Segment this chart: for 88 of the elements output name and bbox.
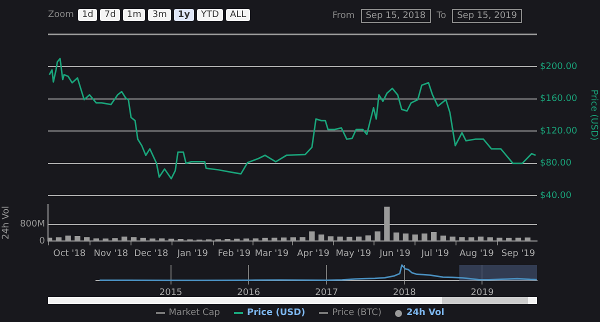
- text: To: [436, 11, 446, 21]
- x-tick-label: Nov '18: [94, 248, 128, 259]
- bar: [243, 238, 250, 242]
- bar: [224, 238, 230, 242]
- x-tick-label: 2019: [470, 288, 494, 298]
- text: From: [332, 11, 355, 21]
- bar: [84, 237, 90, 242]
- y-tick-label: 800M: [20, 220, 45, 230]
- bar: [422, 234, 428, 242]
- bar: [74, 236, 80, 242]
- bar: [450, 236, 456, 242]
- bar: [130, 237, 137, 242]
- x-tick-label: 2016: [237, 288, 260, 298]
- bar: [328, 236, 334, 242]
- bar: [412, 234, 418, 242]
- bar: [56, 237, 62, 242]
- bar: [356, 236, 362, 242]
- bar: [290, 237, 296, 242]
- bar: [93, 238, 100, 242]
- bar: [394, 232, 400, 242]
- bar: [48, 238, 52, 242]
- bar: [440, 236, 446, 242]
- x-tick-label: Sep '19: [501, 248, 536, 259]
- bar: [252, 238, 258, 242]
- bar: [300, 237, 306, 242]
- bar: [309, 231, 315, 242]
- text: 7d: [100, 9, 120, 21]
- bar: [384, 206, 390, 242]
- bar: [459, 237, 465, 242]
- y-tick-label: 0: [39, 236, 46, 247]
- bar: [515, 238, 522, 242]
- text: 1m: [122, 9, 146, 21]
- bar: [346, 236, 352, 242]
- x-tick-label: 2017: [315, 288, 338, 298]
- legend-label: 24h Vol: [405, 308, 444, 318]
- bar: [272, 238, 278, 242]
- bar: [178, 238, 184, 242]
- text: Market Cap: [168, 308, 220, 318]
- bar: [468, 237, 474, 242]
- y-tick-label: $80.00: [540, 158, 572, 169]
- x-tick-label: 2015: [159, 288, 182, 298]
- bar: [524, 238, 530, 242]
- y-tick-label: $120.00: [540, 126, 578, 136]
- bar: [478, 236, 484, 242]
- bar: [140, 238, 146, 242]
- bar: [159, 238, 165, 242]
- y-tick-label: $40.00: [540, 190, 572, 201]
- text: 1y: [174, 9, 194, 21]
- x-tick-label: Aug '19: [460, 248, 494, 259]
- text: Zoom: [48, 10, 74, 20]
- x-tick-label: Mar '19: [254, 248, 289, 259]
- text: ALL: [226, 9, 250, 21]
- x-tick-label: Jun '19: [378, 248, 411, 259]
- x-tick-label: Dec '18: [134, 248, 169, 259]
- bar: [402, 234, 409, 242]
- x-tick-label: Jan '19: [176, 248, 208, 259]
- legend-label: Price (USD): [246, 308, 306, 318]
- text: Price (BTC): [331, 308, 382, 318]
- bar: [112, 238, 118, 242]
- x-tick-label: Apr '19: [297, 248, 330, 259]
- text: YTD: [197, 9, 223, 21]
- bar: [280, 238, 287, 242]
- x-tick-label: Jul '19: [420, 248, 450, 259]
- bar: [431, 232, 437, 242]
- text: Sep 15, 2019: [452, 9, 522, 23]
- y-tick-label: $160.00: [540, 94, 578, 104]
- y-axis-title: Price (USD): [588, 89, 598, 141]
- bar: [337, 236, 343, 242]
- bar: [65, 236, 71, 242]
- bar: [506, 238, 512, 242]
- y-axis-title: 24h Vol: [2, 206, 12, 240]
- bar: [496, 238, 502, 242]
- bar: [365, 235, 372, 242]
- text: 1d: [78, 9, 98, 21]
- bar: [262, 238, 268, 242]
- bar: [374, 231, 380, 242]
- bar: [318, 234, 324, 242]
- bar: [487, 237, 493, 242]
- text: Sep 15, 2018: [360, 9, 431, 23]
- bar: [102, 238, 108, 242]
- y-tick-label: $200.00: [540, 62, 578, 72]
- x-tick-label: Feb '19: [218, 248, 251, 259]
- text: 3m: [148, 9, 171, 21]
- x-tick-label: 2018: [392, 288, 416, 298]
- x-tick-label: May '19: [336, 248, 372, 259]
- x-tick-label: Oct '18: [53, 248, 86, 259]
- bar: [122, 236, 128, 242]
- bar: [150, 238, 156, 242]
